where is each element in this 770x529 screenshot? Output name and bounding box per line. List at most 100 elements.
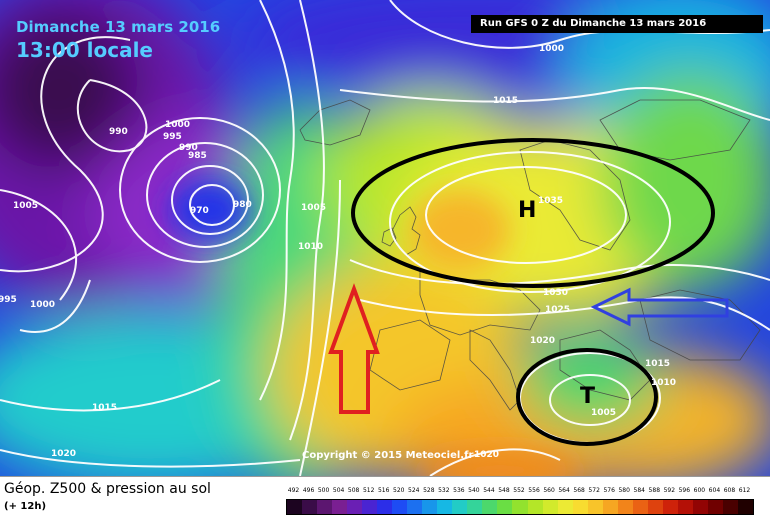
- legend-label: 492: [287, 487, 300, 494]
- legend-swatch: [602, 500, 618, 514]
- legend-swatch: [287, 500, 303, 514]
- legend-swatch: [737, 500, 753, 514]
- legend-swatch: [557, 500, 573, 514]
- isobar-label: 990: [179, 143, 198, 153]
- legend-label: 600: [693, 487, 706, 494]
- legend-label: 504: [332, 487, 345, 494]
- legend-label: 580: [618, 487, 630, 494]
- isobar-label: 1005: [13, 201, 39, 211]
- legend-label: 552: [513, 487, 525, 494]
- legend-label: 516: [377, 487, 390, 494]
- legend-label: 584: [633, 487, 645, 494]
- legend-label: 524: [408, 487, 420, 494]
- legend-label: 572: [588, 487, 600, 494]
- isobar-label: 1005: [301, 203, 327, 213]
- isobar-label: 1020: [530, 336, 556, 346]
- legend-label: 508: [347, 487, 360, 494]
- legend-swatch: [617, 500, 633, 514]
- legend-label: 564: [558, 487, 570, 494]
- legend-label: 544: [483, 487, 495, 494]
- isobar-label: 1020: [474, 450, 500, 460]
- annotations: [328, 138, 729, 446]
- red-arrow-icon: [328, 283, 380, 414]
- isobar-label: 1010: [651, 378, 677, 388]
- legend-label: 576: [603, 487, 615, 494]
- legend-swatch: [332, 500, 348, 514]
- legend-label: 612: [738, 487, 751, 494]
- legend-swatch: [587, 500, 603, 514]
- legend-label: 604: [708, 487, 721, 494]
- legend-label: 520: [393, 487, 405, 494]
- legend-label: 536: [453, 487, 465, 494]
- isobar-label: 980: [233, 200, 252, 210]
- legend-label: 556: [528, 487, 540, 494]
- isobar-label: 1020: [51, 449, 77, 459]
- low-pressure-symbol: T: [580, 384, 596, 409]
- legend-swatch: [647, 500, 663, 514]
- legend-labels: 492 496 500 504 508 512 516 520 524 528 532 536 540 5…: [286, 487, 752, 497]
- legend-label: 588: [648, 487, 661, 494]
- run-info-banner: Run GFS 0 Z du Dimanche 13 mars 2016: [471, 15, 763, 33]
- legend-swatch: [542, 500, 558, 514]
- blue-arrow-icon: [590, 287, 729, 327]
- legend-footer: Géop. Z500 & pression au sol (+ 12h) 492…: [0, 476, 770, 529]
- isobar-label: 1025: [545, 305, 571, 315]
- legend-swatch: [392, 500, 408, 514]
- legend-swatch: [362, 500, 378, 514]
- isobar-label: 1015: [645, 359, 671, 369]
- legend-label: 540: [468, 487, 480, 494]
- legend-swatch: [437, 500, 453, 514]
- isobars: [0, 0, 770, 476]
- isobar-label: 1005: [591, 408, 617, 418]
- weather-map: Dimanche 13 mars 2016 13:00 locale Run G…: [0, 0, 770, 476]
- isobar-label: 985: [188, 151, 207, 161]
- legend-swatch: [452, 500, 468, 514]
- time-title: 13:00 locale: [16, 38, 153, 62]
- legend-swatch: [662, 500, 678, 514]
- date-title: Dimanche 13 mars 2016: [16, 18, 221, 36]
- chart-title: Géop. Z500 & pression au sol: [4, 481, 211, 497]
- legend-label: 528: [423, 487, 435, 494]
- legend-swatch: [572, 500, 588, 514]
- legend-label: 532: [438, 487, 450, 494]
- legend-label: 568: [573, 487, 585, 494]
- legend-label: 512: [362, 487, 375, 494]
- legend-swatch: [347, 500, 363, 514]
- isobar-label: 970: [190, 206, 209, 216]
- legend-label: 560: [543, 487, 555, 494]
- legend-swatch: [722, 500, 738, 514]
- legend-label: 548: [498, 487, 510, 494]
- legend-swatch: [677, 500, 693, 514]
- legend-swatch: [692, 500, 708, 514]
- isobar-label: 1015: [92, 403, 118, 413]
- legend-label: 496: [302, 487, 315, 494]
- legend-swatch: [302, 500, 318, 514]
- isobar-label: 1030: [543, 288, 569, 298]
- high-pressure-symbol: H: [518, 198, 537, 223]
- legend-swatch: [467, 500, 483, 514]
- legend-swatch: [632, 500, 648, 514]
- isobar-label: 1000: [30, 300, 56, 310]
- legend-label: 608: [723, 487, 736, 494]
- isobar-label: 995: [0, 295, 17, 305]
- forecast-range: (+ 12h): [4, 501, 47, 512]
- legend-swatch: [317, 500, 333, 514]
- legend-swatch: [707, 500, 723, 514]
- isobar-label: 995: [163, 132, 182, 142]
- legend-swatch: [497, 500, 513, 514]
- map-field: [0, 0, 770, 476]
- legend-swatch: [482, 500, 498, 514]
- isobar-label: 1000: [165, 120, 191, 130]
- copyright-text: Copyright © 2015 Meteociel.fr: [302, 450, 474, 461]
- isobar-label: 1035: [538, 196, 564, 206]
- isobar-label: 990: [109, 127, 128, 137]
- legend-label: 500: [317, 487, 330, 494]
- legend-label: 596: [678, 487, 691, 494]
- color-scale: [286, 499, 754, 515]
- legend-swatch: [377, 500, 393, 514]
- isobar-label: 1015: [493, 96, 519, 106]
- legend-swatch: [512, 500, 528, 514]
- legend-swatch: [527, 500, 543, 514]
- isobar-label: 1000: [539, 44, 565, 54]
- legend-swatch: [422, 500, 438, 514]
